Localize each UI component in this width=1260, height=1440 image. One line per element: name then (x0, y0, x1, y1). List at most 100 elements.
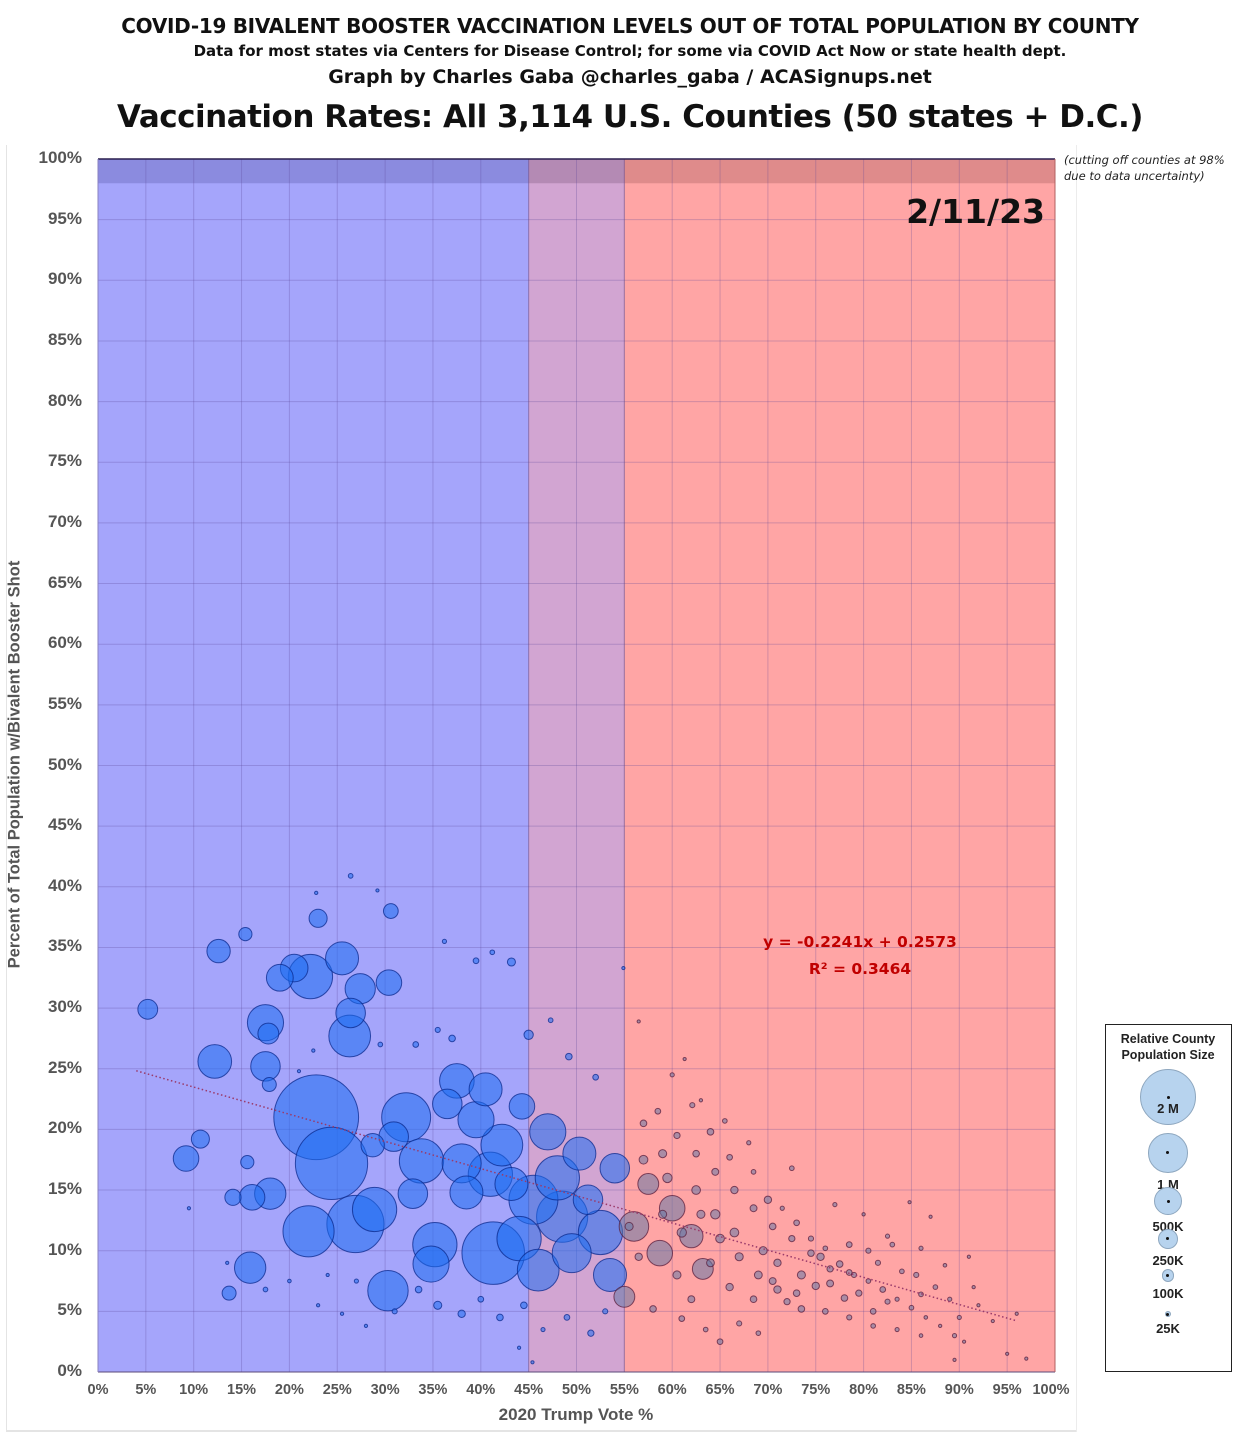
legend-bubble-icon (1154, 1187, 1182, 1215)
x-tick-label: 50% (561, 1382, 592, 1398)
county-bubble (956, 1314, 962, 1321)
county-bubble (884, 1298, 891, 1305)
county-bubble (308, 908, 328, 928)
y-tick-label: 55% (47, 693, 82, 713)
county-bubble (382, 903, 399, 919)
legend-center-dot-icon (1166, 1151, 1170, 1155)
cutoff-note-line1: (cutting off counties at 98% (1064, 153, 1225, 167)
x-tick-label: 35% (418, 1382, 448, 1398)
county-bubble (351, 1186, 398, 1233)
county-bubble (457, 1309, 466, 1318)
county-bubble (654, 1107, 662, 1115)
county-bubble (884, 1233, 891, 1239)
county-bubble (811, 1281, 820, 1291)
y-tick-label: 85% (47, 329, 82, 349)
r-squared-label: R² = 0.3464 (808, 960, 912, 978)
county-bubble (990, 1318, 995, 1324)
y-tick-label: 30% (47, 997, 82, 1017)
county-bubble (414, 1285, 423, 1294)
county-bubble (788, 1165, 795, 1172)
county-bubble (221, 1285, 237, 1301)
county-bubble (826, 1279, 835, 1288)
y-tick-label: 15% (47, 1179, 82, 1199)
county-bubble (750, 1169, 757, 1175)
x-tick-label: 5% (135, 1382, 157, 1398)
county-bubble (516, 1345, 522, 1350)
county-bubble (602, 1308, 609, 1315)
cutoff-band-purple (528, 159, 625, 184)
county-bubble (391, 1308, 398, 1315)
legend-label: 25K (1156, 1321, 1180, 1337)
x-tick-label: 10% (179, 1382, 209, 1398)
county-bubble (638, 1154, 649, 1165)
x-tick-label: 40% (466, 1382, 496, 1398)
county-bubble (826, 1265, 834, 1273)
x-tick-label: 90% (944, 1382, 974, 1398)
county-bubble (678, 1315, 686, 1322)
data-source-note: Data for most states via Centers for Dis… (193, 42, 1067, 60)
county-bubble (523, 1029, 534, 1040)
x-tick-label: 20% (274, 1382, 304, 1398)
county-bubble (923, 1315, 929, 1320)
cutoff-band-blue (98, 159, 529, 184)
x-tick-label: 80% (849, 1382, 879, 1398)
x-tick-label: 25% (322, 1382, 352, 1398)
county-bubble (846, 1314, 853, 1321)
county-bubble (238, 927, 253, 942)
county-bubble (315, 1303, 321, 1308)
y-tick-label: 75% (47, 451, 82, 471)
county-bubble (547, 1017, 554, 1024)
county-bubble (845, 1241, 853, 1248)
county-bubble (715, 1233, 725, 1244)
county-bubble (706, 1258, 715, 1268)
county-bubble (335, 997, 366, 1029)
county-bubble (432, 1088, 463, 1120)
y-tick-label: 35% (47, 936, 82, 956)
county-bubble (689, 1102, 696, 1109)
county-bubble (468, 1072, 503, 1107)
county-bubble (448, 1034, 456, 1043)
date-label: 2/11/23 (906, 192, 1045, 231)
author-credit: Graph by Charles Gaba @charles_gaba / AC… (328, 66, 932, 88)
county-bubble (730, 1185, 739, 1195)
county-bubble (961, 1339, 967, 1344)
county-bubble (899, 1268, 905, 1275)
x-tick-label: 30% (370, 1382, 400, 1398)
x-tick-label: 75% (801, 1382, 831, 1398)
county-bubble (347, 873, 354, 879)
county-bubble (942, 1262, 948, 1268)
county-bubble (879, 1286, 887, 1293)
trend-line (136, 1070, 1017, 1322)
county-bubble (736, 1320, 743, 1327)
county-bubble (918, 1333, 924, 1338)
county-bubble (137, 998, 159, 1020)
county-bubble (449, 1175, 484, 1210)
county-bubble (377, 1041, 384, 1048)
county-bubble (639, 1119, 648, 1128)
x-tick-label: 65% (705, 1382, 735, 1398)
county-bubble (889, 1241, 896, 1248)
county-bubble (894, 1296, 900, 1302)
county-bubble (855, 1289, 863, 1297)
y-tick-label: 25% (47, 1057, 82, 1077)
county-bubble (624, 1221, 634, 1231)
legend-title-line1: Relative County (1120, 1032, 1216, 1046)
county-bubble (822, 1245, 829, 1252)
county-bubble (646, 1239, 674, 1267)
county-bubble (692, 1149, 700, 1158)
county-bubble (711, 1167, 720, 1176)
county-bubble (1014, 1311, 1019, 1316)
chart-main-title: COVID-19 BIVALENT BOOSTER VACCINATION LE… (121, 14, 1139, 38)
county-bubble (696, 1209, 706, 1219)
y-tick-label: 45% (47, 815, 82, 835)
county-bubble (951, 1333, 958, 1339)
county-bubble (294, 1126, 369, 1201)
county-bubble (729, 1227, 740, 1238)
county-bubble (669, 1072, 675, 1078)
county-bubble (850, 1271, 858, 1279)
county-bubble (755, 1330, 762, 1337)
county-bubble (918, 1291, 924, 1298)
county-bubble (672, 1270, 682, 1280)
y-tick-label: 65% (47, 572, 82, 592)
